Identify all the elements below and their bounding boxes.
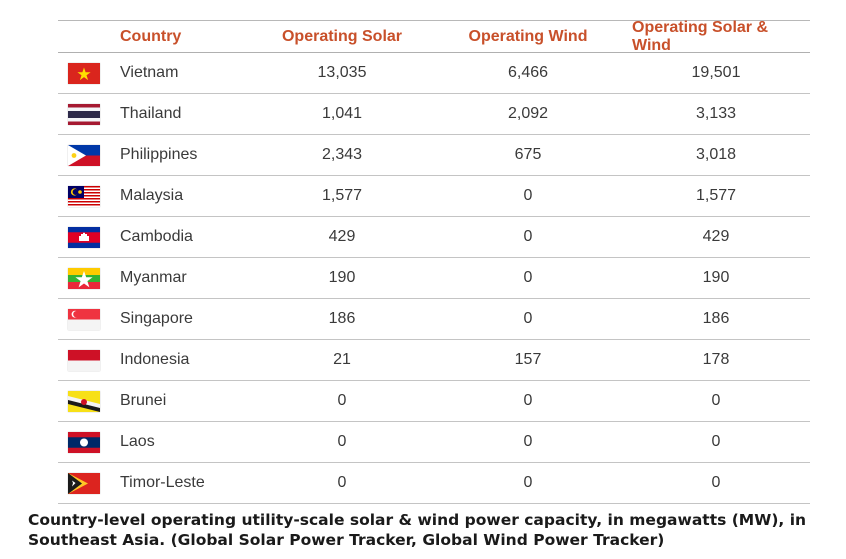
flag-cell [68,340,102,380]
table-row: Philippines 2,343 675 3,018 [58,135,810,176]
operating-total-value: 0 [711,474,721,491]
country-name: Cambodia [120,228,193,245]
flag-cell [68,94,102,134]
operating-wind-value: 0 [523,187,533,204]
operating-wind-value: 675 [514,146,542,163]
philippines-flag-icon [68,144,100,166]
operating-total-value: 3,018 [695,146,737,163]
country-name: Philippines [120,146,198,163]
operating-total-value: 190 [702,269,730,286]
flag-cell [68,217,102,257]
table-row: Indonesia 21 157 178 [58,340,810,381]
cambodia-flag-icon [68,226,100,248]
operating-wind-value: 0 [523,310,533,327]
operating-solar-value: 13,035 [317,64,367,81]
table-row: Singapore 186 0 186 [58,299,810,340]
flag-cell [68,463,102,503]
operating-total-value: 1,577 [695,187,737,204]
operating-solar-value: 0 [337,392,347,409]
operating-total-value: 19,501 [691,64,741,81]
thailand-flag-icon [68,103,100,125]
operating-wind-value: 0 [523,228,533,245]
operating-solar-value: 429 [328,228,356,245]
table-row: Brunei 0 0 0 [58,381,810,422]
country-name: Malaysia [120,187,184,204]
operating-wind-value: 0 [523,269,533,286]
operating-wind-value: 157 [514,351,542,368]
country-name: Brunei [120,392,167,409]
operating-solar-value: 1,041 [321,105,363,122]
flag-cell [68,135,102,175]
indonesia-flag-icon [68,349,100,371]
laos-flag-icon [68,431,100,453]
operating-solar-value: 190 [328,269,356,286]
table-row: Laos 0 0 0 [58,422,810,463]
table-row: Myanmar 190 0 190 [58,258,810,299]
operating-wind-value: 0 [523,392,533,409]
header-operating-solar-wind: Operating Solar & Wind [632,18,769,54]
country-name: Thailand [120,105,182,122]
table-body: Vietnam 13,035 6,466 19,501 Thailand 1,041 2,0… [58,53,810,504]
flag-cell [68,53,102,93]
header-operating-wind: Operating Wind [468,27,588,45]
table-row: Cambodia 429 0 429 [58,217,810,258]
operating-total-value: 0 [711,433,721,450]
country-name: Myanmar [120,269,187,286]
operating-total-value: 3,133 [695,105,737,122]
operating-total-value: 178 [702,351,730,368]
operating-wind-value: 0 [523,474,533,491]
country-name: Indonesia [120,351,190,368]
flag-cell [68,422,102,462]
operating-total-value: 0 [711,392,721,409]
flag-cell [68,299,102,339]
table-row: Malaysia 1,577 0 1,577 [58,176,810,217]
timor-leste-flag-icon [68,472,100,494]
table-row: Vietnam 13,035 6,466 19,501 [58,53,810,94]
flag-cell [68,381,102,421]
country-name: Vietnam [120,64,179,81]
header-operating-solar: Operating Solar [281,27,403,45]
country-name: Laos [120,433,155,450]
cropped-text-fragment [58,0,810,9]
operating-solar-value: 21 [333,351,351,368]
operating-solar-value: 2,343 [321,146,363,163]
flag-cell [68,176,102,216]
operating-wind-value: 2,092 [507,105,549,122]
country-name: Timor-Leste [120,474,205,491]
table-row: Thailand 1,041 2,092 3,133 [58,94,810,135]
vietnam-flag-icon [68,62,100,84]
operating-solar-value: 0 [337,474,347,491]
malaysia-flag-icon [68,185,100,207]
capacity-table: Country Operating Solar Operating Wind O… [58,18,810,504]
operating-total-value: 186 [702,310,730,327]
figure-caption: Country-level operating utility-scale so… [28,511,807,549]
operating-solar-value: 186 [328,310,356,327]
operating-solar-value: 1,577 [321,187,363,204]
table-row: Timor-Leste 0 0 0 [58,463,810,504]
table-header-row: Country Operating Solar Operating Wind O… [58,18,810,54]
flag-cell [68,258,102,298]
singapore-flag-icon [68,308,100,330]
myanmar-flag-icon [68,267,100,289]
operating-wind-value: 0 [523,433,533,450]
operating-wind-value: 6,466 [507,64,549,81]
brunei-flag-icon [68,390,100,412]
header-country: Country [120,27,182,45]
country-name: Singapore [120,310,193,327]
operating-total-value: 429 [702,228,730,245]
operating-solar-value: 0 [337,433,347,450]
